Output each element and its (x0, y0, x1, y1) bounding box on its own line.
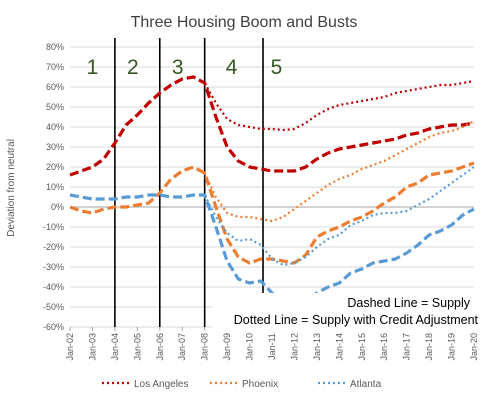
period-dividers (114, 38, 264, 327)
x-tick-label: Jan-10 (245, 333, 255, 361)
annotation-dashed: Dashed Line = Supply (347, 296, 470, 310)
chart-title: Three Housing Boom and Busts (131, 14, 358, 31)
period-label: 5 (271, 56, 283, 79)
y-tick-label: -50% (43, 302, 64, 312)
legend-label: Los Angeles (134, 379, 189, 390)
y-tick-label: 30% (46, 142, 64, 152)
x-tick-label: Jan-04 (110, 333, 120, 361)
x-tick-label: Jan-15 (357, 333, 367, 361)
y-tick-label: -10% (43, 222, 64, 232)
x-tick-label: Jan-12 (289, 333, 299, 361)
x-tick-label: Jan-19 (447, 333, 457, 361)
period-label: 4 (226, 56, 238, 79)
x-tick-label: Jan-11 (267, 333, 277, 360)
x-tick-labels: Jan-02 Jan-03 Jan-04 Jan-05 Jan-06 Jan-07 Jan-… (65, 327, 479, 361)
y-tick-label: -40% (43, 282, 64, 292)
y-tick-label: 60% (46, 82, 64, 92)
x-tick-label: Jan-03 (87, 333, 97, 361)
y-tick-label: -20% (43, 242, 64, 252)
y-tick-label: 80% (46, 42, 64, 52)
series-line (69, 75, 475, 177)
x-tick-label: Jan-18 (424, 333, 434, 361)
y-tick-labels: -60% -50% -40% -30% -20% -10% 0% 10% 20% 30% 40% 50… (43, 42, 64, 332)
legend-label: Atlanta (350, 379, 382, 390)
annotation-backdrop (212, 293, 477, 333)
y-tick-label: 40% (46, 122, 64, 132)
gridlines (70, 46, 474, 328)
x-tick-label: Jan-06 (155, 333, 165, 361)
x-tick-label: Jan-16 (379, 333, 389, 361)
x-tick-label: Jan-05 (132, 333, 142, 361)
x-tick-label: Jan-09 (222, 333, 232, 361)
legend: Los Angeles Phoenix Atlanta (102, 379, 382, 390)
y-tick-label: -60% (43, 322, 64, 332)
annotation-dotted: Dotted Line = Supply with Credit Adjustm… (234, 313, 479, 327)
x-tick-label: Jan-14 (334, 333, 344, 361)
y-tick-label: 10% (46, 182, 64, 192)
y-tick-label: 50% (46, 102, 64, 112)
x-tick-label: Jan-02 (65, 333, 75, 361)
period-label: 3 (172, 56, 184, 79)
y-axis-label: Deviation from neutral (6, 139, 17, 237)
series-lines (69, 75, 475, 309)
series-line (203, 166, 475, 267)
period-label: 2 (127, 56, 139, 79)
period-label: 1 (87, 56, 99, 79)
x-tick-label: Jan-08 (200, 333, 210, 361)
series-line (69, 193, 475, 309)
legend-label: Phoenix (242, 379, 278, 390)
series-line (69, 161, 475, 265)
y-tick-label: 0% (51, 202, 64, 212)
x-tick-label: Jan-07 (177, 333, 187, 361)
y-tick-label: 70% (46, 62, 64, 72)
y-tick-label: -30% (43, 262, 64, 272)
x-tick-label: Jan-20 (469, 333, 479, 361)
x-tick-label: Jan-13 (312, 333, 322, 361)
x-tick-label: Jan-17 (402, 333, 412, 361)
y-tick-label: 20% (46, 162, 64, 172)
series-line (203, 120, 475, 223)
period-labels: 1 2 3 4 5 (87, 56, 283, 79)
series-line (203, 79, 475, 132)
